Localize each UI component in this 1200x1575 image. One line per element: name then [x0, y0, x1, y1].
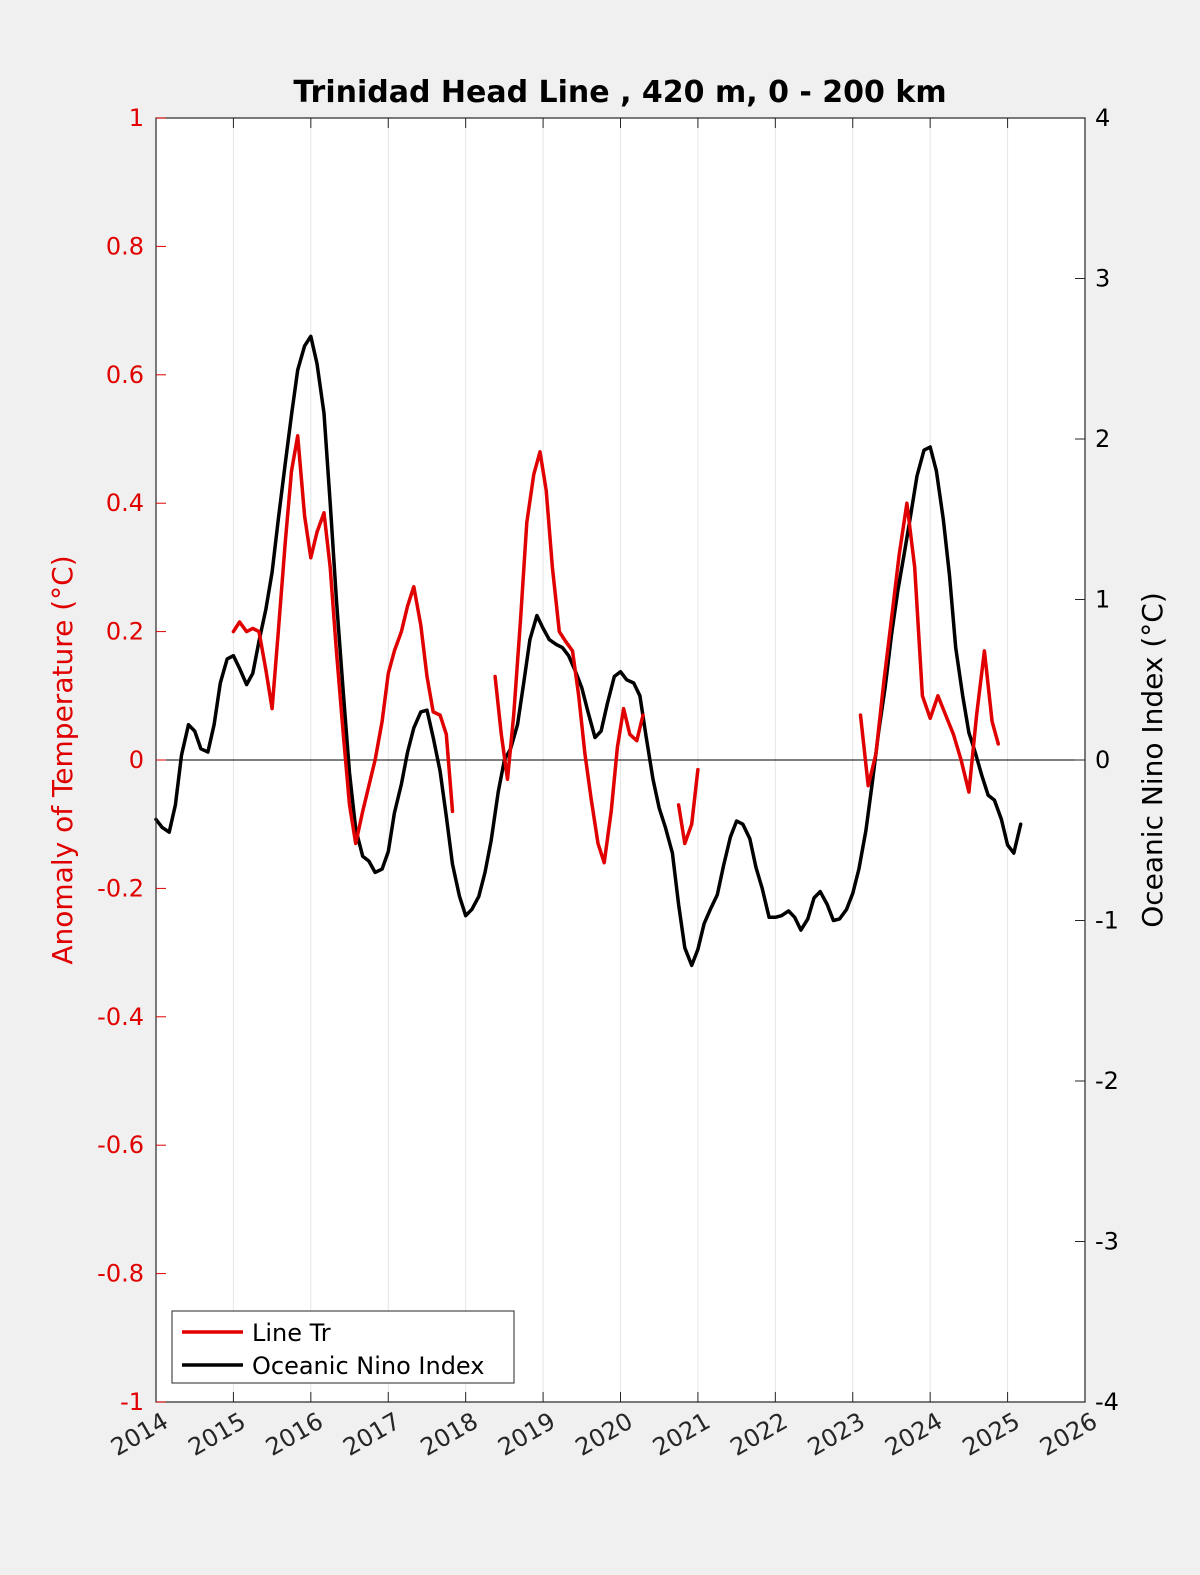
- series-line-tr-segment-3: [858, 501, 1001, 794]
- y-axis-label-right: Oceanic Nino Index (°C): [1136, 592, 1169, 928]
- chart-title: Trinidad Head Line , 420 m, 0 - 200 km: [293, 75, 946, 110]
- legend-label-oni: Oceanic Nino Index: [252, 1352, 484, 1380]
- legend-label-line-tr: Line Tr: [252, 1319, 331, 1347]
- x-tick-label: 2015: [184, 1407, 251, 1462]
- y-tick-label-left: 0: [129, 746, 144, 774]
- x-tick-label: 2017: [338, 1407, 405, 1462]
- y-tick-label-right: 4: [1095, 104, 1110, 132]
- series-line-tr-segment-2: [676, 767, 700, 846]
- x-tick-label: 2021: [648, 1407, 715, 1462]
- x-tick-label: 2018: [416, 1407, 483, 1462]
- y-tick-label-left: -0.4: [97, 1003, 144, 1031]
- x-tick-label: 2016: [261, 1407, 328, 1462]
- y-tick-label-left: -0.2: [97, 874, 144, 902]
- y-tick-label-left: 0.4: [106, 489, 144, 517]
- y-tick-label-left: -0.6: [97, 1131, 144, 1159]
- y-tick-label-left: -0.8: [97, 1260, 144, 1288]
- y-tick-label-right: 0: [1095, 746, 1110, 774]
- x-tick-label: 2024: [880, 1407, 947, 1462]
- y-tick-label-right: -4: [1095, 1388, 1119, 1416]
- y-axis-label-left: Anomaly of Temperature (°C): [46, 555, 79, 964]
- legend-box: [171, 1310, 515, 1384]
- y-tick-label-right: 1: [1095, 586, 1110, 614]
- y-tick-label-right: -2: [1095, 1067, 1119, 1095]
- series-layer: [154, 334, 1023, 968]
- x-tick-label: 2025: [958, 1407, 1025, 1462]
- x-tick-label: 2020: [571, 1407, 638, 1462]
- series-line-tr-segment-0: [231, 434, 455, 846]
- series-line-tr-segment-1: [493, 450, 645, 865]
- legend: Line Tr Oceanic Nino Index: [171, 1310, 515, 1384]
- y-tick-label-right: 2: [1095, 425, 1110, 453]
- y-tick-label-left: 0.8: [106, 232, 144, 260]
- y-tick-label-right: 3: [1095, 265, 1110, 293]
- y-tick-label-left: 0.6: [106, 361, 144, 389]
- y-tick-label-left: -1: [120, 1388, 144, 1416]
- x-tick-label: 2022: [725, 1407, 792, 1462]
- y-tick-label-left: 1: [129, 104, 144, 132]
- x-tick-label: 2023: [803, 1407, 870, 1462]
- y-tick-label-left: 0.2: [106, 618, 144, 646]
- x-tick-label: 2026: [1035, 1407, 1102, 1462]
- y-tick-label-right: -3: [1095, 1228, 1119, 1256]
- x-tick-label: 2019: [493, 1407, 560, 1462]
- y-tick-label-right: -1: [1095, 907, 1119, 935]
